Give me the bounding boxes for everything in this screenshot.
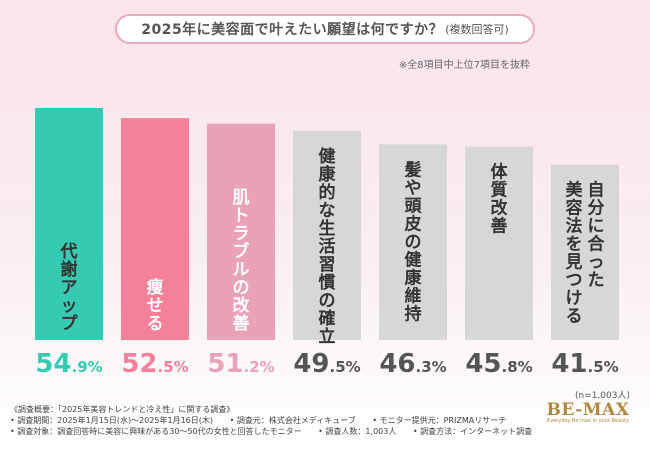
category-label: 美容法を見つける: [565, 180, 584, 327]
bar-3: [293, 130, 361, 340]
footer-text: • 調査対象：調査回答時に美容に興味がある30〜50代の女性と回答したモニター: [10, 427, 302, 436]
bar-6: [551, 164, 619, 340]
bar-0: [35, 108, 103, 340]
logo-tagline: Everyday Be max in your Beauty: [546, 418, 630, 424]
footer-text: • モニター提供元：PRIZMAリサーチ: [372, 416, 507, 425]
value-label: 54.9%: [35, 349, 102, 379]
footer-text: • 調査元：株式会社メディキューブ: [229, 416, 356, 425]
footer-row-1: 《調査概要：「2025年美容トレンドと冷え性」に関する調査》: [10, 404, 530, 415]
title-sub: (複数回答可): [445, 23, 509, 36]
footer-text: • 調査期間：2025年1月15日(水)〜2025年1月16日(木): [10, 416, 214, 425]
brand-logo: BE-MAX Everyday Be max in your Beauty: [542, 400, 634, 424]
bar-2: [207, 123, 275, 340]
value-label: 45.8%: [465, 349, 532, 379]
value-label: 52.5%: [121, 349, 188, 379]
value-label: 49.5%: [293, 349, 360, 379]
footer-row-3: • 調査対象：調査回答時に美容に興味がある30〜50代の女性と回答したモニター …: [10, 426, 533, 437]
footer-text: • 調査人数：1,003人: [318, 427, 397, 436]
bar-1: [121, 118, 189, 340]
logo-text: BE-MAX: [546, 400, 630, 420]
sample-size-note: (n=1,003人): [574, 391, 630, 401]
footer-text: • 調査方法：インターネット調査: [412, 427, 533, 436]
value-label: 46.3%: [379, 349, 446, 379]
survey-footer: 《調査概要：「2025年美容トレンドと冷え性」に関する調査》 • 調査期間：20…: [10, 404, 533, 437]
category-label: 健康的な生活習慣の確立: [319, 146, 337, 347]
category-label: 自分に合った: [588, 180, 606, 291]
value-label: 51.2%: [207, 349, 274, 379]
category-label: 体質改善: [491, 161, 509, 236]
category-label: 代謝アップ: [60, 241, 79, 334]
footer-text: 《調査概要：「2025年美容トレンドと冷え性」に関する調査》: [10, 405, 235, 414]
footer-row-2: • 調査期間：2025年1月15日(水)〜2025年1月16日(木) • 調査元…: [10, 415, 530, 426]
chart-title: 2025年に美容面で叶えたい願望は何ですか？ (複数回答可): [115, 14, 535, 44]
category-label: 痩せる: [147, 277, 165, 334]
category-label: 髪や頭皮の健康維持: [404, 159, 423, 324]
value-label: 41.5%: [551, 349, 618, 379]
bar-4: [379, 144, 447, 340]
title-main: 2025年に美容面で叶えたい願望は何ですか？: [141, 22, 444, 38]
top-note: ※全8項目中上位7項目を抜粋: [398, 60, 530, 71]
bar-5: [465, 146, 533, 340]
category-label: 肌トラブルの改善: [233, 188, 251, 334]
